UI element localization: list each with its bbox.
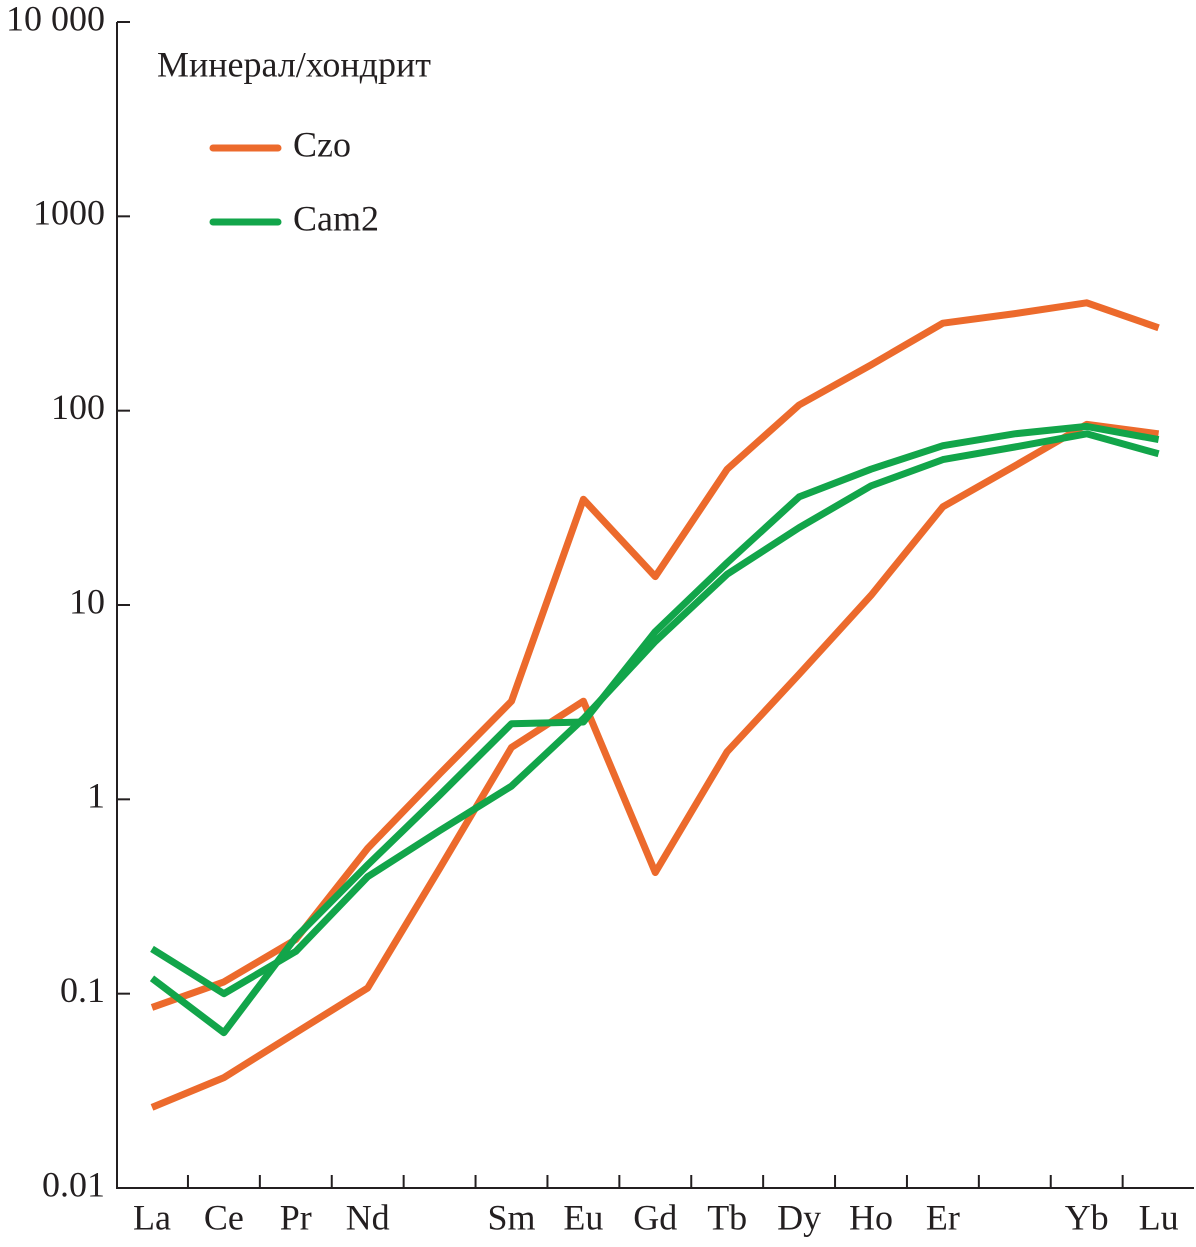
data-line	[150, 430, 1160, 998]
y-tick-label: 1000	[33, 193, 105, 233]
x-tick-label: Gd	[633, 1197, 677, 1237]
legend-label: Cam2	[293, 198, 379, 238]
data-line	[149, 422, 1160, 1037]
x-tick-label: Ce	[204, 1197, 244, 1237]
x-tick-label: Yb	[1065, 1197, 1109, 1237]
x-tick-label: Eu	[563, 1197, 603, 1237]
data-line	[150, 420, 1160, 1111]
x-tick-label: Pr	[280, 1197, 312, 1237]
x-tick-label: Dy	[777, 1197, 821, 1237]
x-tick-label: Nd	[346, 1197, 390, 1237]
x-tick-label: La	[133, 1197, 171, 1237]
y-axis-label: Минерал/хондрит	[157, 44, 431, 84]
y-tick-label: 100	[51, 387, 105, 427]
x-tick-label: Lu	[1139, 1197, 1179, 1237]
x-tick-label: Ho	[849, 1197, 893, 1237]
y-tick-label: 0.1	[60, 970, 105, 1010]
y-tick-label: 10	[69, 581, 105, 621]
x-tick-label: Er	[926, 1197, 960, 1237]
x-tick-label: Sm	[487, 1197, 535, 1237]
legend-label: Czo	[293, 124, 351, 164]
y-tick-label: 1	[87, 776, 105, 816]
x-tick-label: Tb	[707, 1197, 747, 1237]
y-tick-label: 0.01	[42, 1164, 105, 1204]
data-line	[150, 299, 1160, 1011]
y-tick-label: 10 000	[6, 0, 105, 38]
